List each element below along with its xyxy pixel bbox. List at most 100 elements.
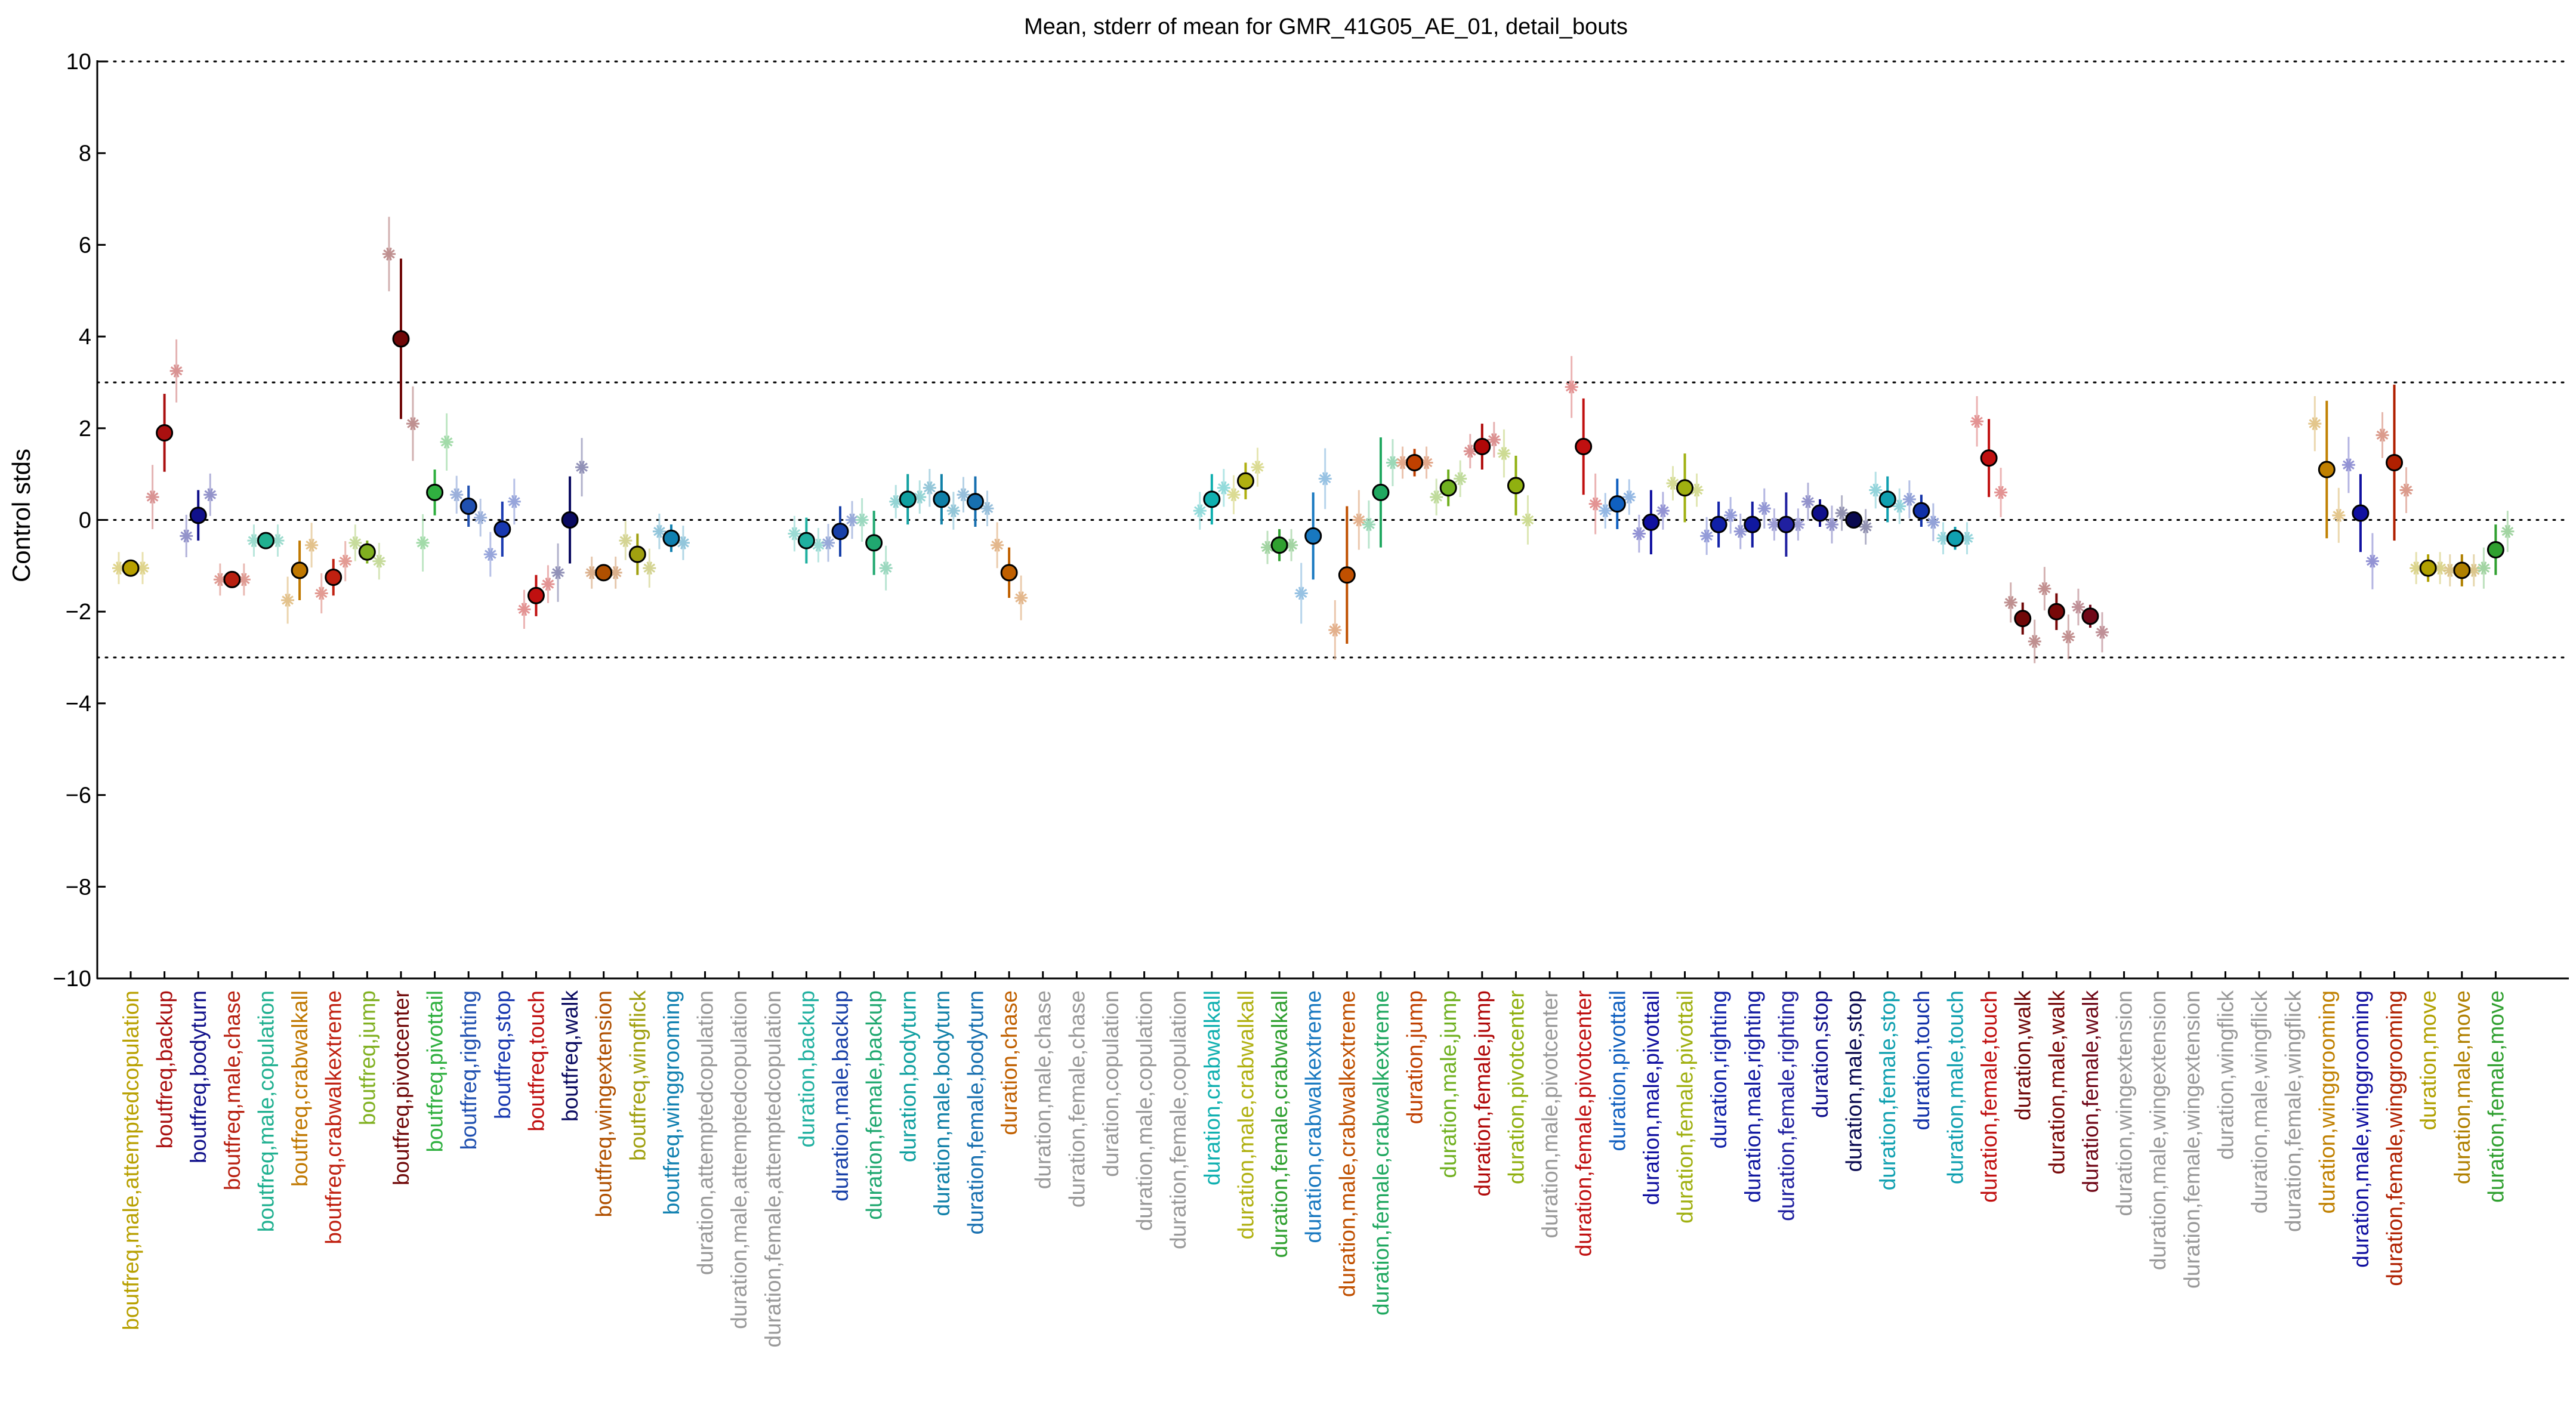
point-star-arm bbox=[1251, 462, 1264, 472]
point-star-arm bbox=[180, 531, 193, 541]
point-marker bbox=[1893, 499, 1906, 513]
point-marker bbox=[1193, 504, 1207, 518]
point-marker bbox=[474, 511, 488, 524]
x-tick-label: duration,male,pivottail bbox=[1639, 990, 1664, 1205]
point-marker bbox=[1318, 472, 1332, 486]
point-marker bbox=[2062, 630, 2075, 644]
x-tick-label: duration,pivotcenter bbox=[1504, 990, 1528, 1184]
point-star-arm bbox=[204, 490, 217, 499]
x-tick-label: duration,male,walk bbox=[2044, 990, 2069, 1175]
mean-marker bbox=[2486, 541, 2504, 558]
data-group bbox=[1497, 429, 1535, 545]
mean-marker bbox=[1406, 453, 1424, 471]
data-group bbox=[1294, 448, 1332, 624]
point-marker bbox=[2071, 600, 2085, 614]
point-marker bbox=[822, 536, 835, 549]
mean-marker bbox=[459, 497, 477, 515]
point-marker bbox=[1835, 507, 1849, 520]
point-star-arm bbox=[1995, 487, 2007, 498]
mean-marker bbox=[1777, 515, 1795, 533]
point-marker bbox=[1565, 380, 1578, 394]
point-star-arm bbox=[1194, 506, 1206, 515]
point-star-arm bbox=[1353, 515, 1365, 525]
x-tick-label: boutfreq,stop bbox=[490, 990, 515, 1119]
point-star-arm bbox=[485, 549, 496, 559]
point-marker bbox=[1690, 483, 1704, 497]
point-star-arm bbox=[1690, 485, 1703, 495]
point-marker bbox=[1936, 532, 1950, 545]
point-marker bbox=[2308, 417, 2322, 431]
point-star-arm bbox=[2096, 628, 2108, 637]
x-tick-label: duration,crabwalkall bbox=[1200, 990, 1224, 1185]
x-tick-label: duration,copulation bbox=[1099, 990, 1123, 1177]
x-tick-label: boutfreq,wingflick bbox=[625, 990, 650, 1161]
point-star-arm bbox=[315, 588, 328, 598]
point-marker bbox=[338, 554, 352, 568]
point-marker bbox=[1352, 513, 1366, 527]
x-tick-label: duration,male,crabwalkextreme bbox=[1335, 990, 1359, 1297]
point-star-arm bbox=[991, 541, 1003, 550]
point-marker bbox=[2410, 561, 2423, 575]
x-tick-label: duration,female,walk bbox=[2078, 990, 2103, 1193]
point-star-arm bbox=[1015, 593, 1027, 603]
point-marker bbox=[788, 527, 801, 541]
data-group bbox=[1599, 478, 1636, 529]
point-marker bbox=[281, 594, 295, 607]
x-tick-labels: boutfreq,male,attemptedcopulation boutfre… bbox=[119, 971, 2508, 1348]
data-group bbox=[314, 541, 352, 614]
point-star-arm bbox=[1758, 504, 1770, 513]
point-marker bbox=[314, 586, 328, 600]
y-tick-label: 8 bbox=[79, 141, 91, 166]
x-tick-label: boutfreq,male,copulation bbox=[254, 990, 278, 1232]
x-tick-label: duration,attemptedcopulation bbox=[693, 990, 718, 1275]
data-group bbox=[1700, 497, 1738, 555]
point-star-arm bbox=[306, 541, 317, 550]
point-star-arm bbox=[1826, 520, 1838, 529]
x-tick-label: duration,female,wingflick bbox=[2281, 990, 2306, 1233]
data-group bbox=[957, 476, 994, 527]
point-marker bbox=[1227, 488, 1241, 502]
point-star-arm bbox=[1295, 588, 1307, 598]
mean-marker bbox=[2386, 453, 2404, 471]
point-marker bbox=[507, 495, 521, 508]
point-marker bbox=[136, 561, 149, 575]
point-marker bbox=[957, 488, 970, 502]
point-marker bbox=[2004, 595, 2017, 609]
mean-marker bbox=[1845, 511, 1863, 529]
point-star-arm bbox=[2501, 527, 2514, 536]
data-group bbox=[1801, 483, 1838, 544]
point-marker bbox=[1656, 504, 1670, 518]
data-group bbox=[1632, 490, 1670, 555]
data-group bbox=[551, 438, 589, 602]
y-axis-label: Control stds bbox=[7, 449, 35, 582]
x-tick-label: duration,male,bodyturn bbox=[930, 990, 954, 1216]
point-star-arm bbox=[1657, 506, 1669, 515]
data-group bbox=[1767, 492, 1805, 557]
data-group bbox=[1227, 447, 1264, 514]
point-marker bbox=[1454, 472, 1467, 486]
point-marker bbox=[1791, 518, 1805, 532]
mean-marker bbox=[223, 570, 241, 588]
point-marker bbox=[946, 504, 960, 518]
x-tick-label: duration,female,stop bbox=[1875, 990, 1900, 1190]
data-group bbox=[2341, 437, 2379, 589]
x-tick-label: duration,male,wingflick bbox=[2247, 990, 2272, 1214]
point-marker bbox=[2038, 582, 2051, 595]
point-star-arm bbox=[1667, 478, 1679, 488]
point-marker bbox=[575, 461, 589, 474]
point-star-arm bbox=[1971, 416, 1983, 426]
point-star-arm bbox=[552, 568, 564, 578]
mean-marker bbox=[1811, 504, 1829, 522]
x-tick-label: boutfreq,walk bbox=[558, 990, 582, 1122]
mean-marker bbox=[493, 520, 511, 538]
x-tick-label: boutfreq,crabwalkall bbox=[288, 990, 312, 1187]
x-tick-label: duration,righting bbox=[1707, 990, 1731, 1148]
data-group bbox=[2071, 588, 2109, 653]
point-star-arm bbox=[1430, 492, 1442, 502]
point-marker bbox=[2365, 554, 2379, 568]
x-tick-label: duration,touch bbox=[1909, 990, 1934, 1131]
point-star-arm bbox=[272, 536, 284, 545]
point-star-arm bbox=[677, 538, 689, 548]
data-group bbox=[213, 563, 251, 596]
point-star-arm bbox=[170, 366, 183, 376]
